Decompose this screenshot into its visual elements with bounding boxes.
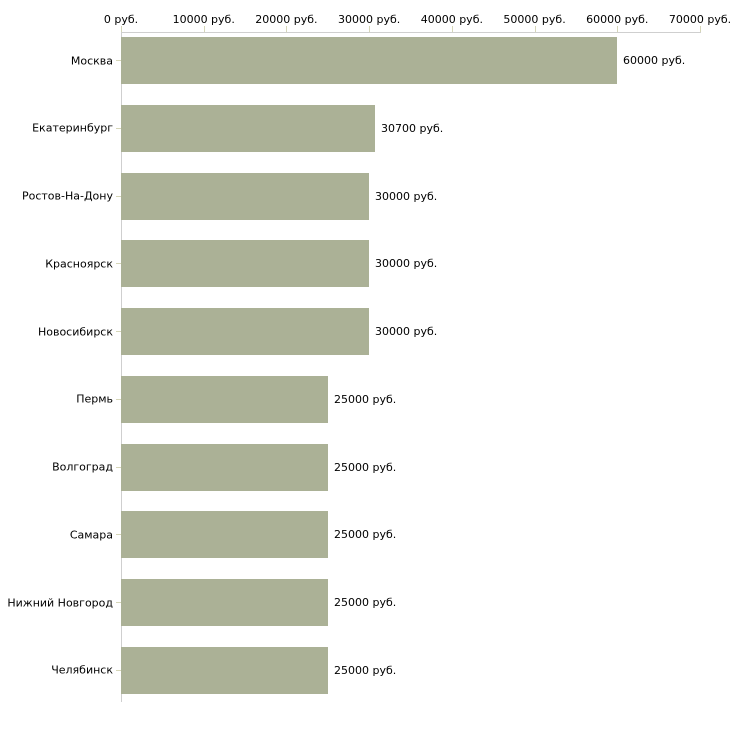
bar-row: Нижний Новгород 25000 руб. (0, 575, 730, 643)
category-tick (116, 127, 121, 129)
category-label: Нижний Новгород (7, 596, 113, 609)
bar (121, 308, 369, 355)
value-label: 25000 руб. (334, 596, 397, 609)
value-label: 25000 руб. (334, 663, 397, 677)
category-tick (116, 60, 121, 61)
bar-row: Волгоград 25000 руб. (0, 440, 730, 508)
bar-group: 30000 руб. (121, 240, 438, 288)
x-axis-line (121, 32, 701, 33)
y-axis-line (121, 32, 122, 702)
bar-group: 25000 руб. (121, 375, 397, 423)
value-label: 60000 руб. (623, 54, 686, 67)
category-tick (116, 602, 121, 603)
bar (121, 172, 369, 220)
bar-group: 25000 руб. (121, 511, 397, 559)
category-tick (116, 195, 121, 197)
category-tick (116, 466, 121, 468)
bar-row: Новосибирск 30000 руб. (0, 304, 730, 372)
bar-group: 25000 руб. (121, 579, 396, 626)
bar (121, 375, 328, 423)
bar-group: 60000 руб. (121, 37, 685, 84)
x-axis-tick-label: 60000 руб. (586, 13, 649, 26)
bar-row: Челябинск 25000 руб. (0, 643, 730, 711)
category-label: Красноярск (45, 257, 113, 271)
x-axis-tick (452, 26, 453, 33)
bar-row: Екатеринбург 30700 руб. (0, 101, 730, 169)
x-axis-tick (204, 26, 205, 33)
bar (121, 104, 375, 152)
value-label: 25000 руб. (334, 460, 397, 474)
x-axis-tick-label: 20000 руб. (255, 13, 318, 26)
bar-row: Москва 60000 руб. (0, 33, 730, 101)
bar-group: 30000 руб. (121, 172, 438, 220)
category-label: Челябинск (51, 663, 113, 677)
bar (121, 646, 328, 694)
x-axis-tick (286, 26, 287, 33)
x-axis-tick (369, 26, 370, 33)
x-axis-tick-label: 70000 руб. (668, 13, 730, 26)
category-label: Екатеринбург (32, 121, 113, 135)
x-axis-tick (617, 26, 618, 33)
category-label: Волгоград (52, 460, 113, 474)
value-label: 25000 руб. (334, 528, 397, 542)
x-axis-tick (700, 26, 701, 33)
bar (121, 443, 328, 491)
category-tick (116, 263, 121, 265)
category-tick (116, 331, 121, 332)
value-label: 30700 руб. (381, 121, 444, 135)
value-label: 30000 руб. (375, 189, 438, 203)
category-tick (116, 669, 121, 671)
bar-row: Ростов-На-Дону 30000 руб. (0, 169, 730, 237)
category-tick (116, 398, 121, 400)
x-axis-tick-label: 50000 руб. (503, 13, 566, 26)
category-label: Самара (69, 528, 113, 542)
bar (121, 240, 369, 288)
bar (121, 511, 328, 559)
category-label: Ростов-На-Дону (21, 189, 113, 203)
x-axis-tick-label: 40000 руб. (420, 13, 483, 26)
bar-group: 30700 руб. (121, 104, 444, 152)
bar-rows: Москва 60000 руб. Екатеринбург 30700 руб… (0, 33, 730, 711)
category-tick (116, 534, 121, 536)
bar-group: 30000 руб. (121, 308, 437, 355)
category-label: Новосибирск (37, 325, 113, 338)
category-label: Москва (70, 54, 113, 67)
x-axis-tick-label: 0 руб. (103, 13, 139, 26)
x-axis-tick-label: 10000 руб. (172, 13, 235, 26)
value-label: 30000 руб. (375, 257, 438, 271)
bar-row: Пермь 25000 руб. (0, 372, 730, 440)
bar (121, 579, 328, 626)
bar-row: Красноярск 30000 руб. (0, 236, 730, 304)
x-axis-tick (121, 26, 122, 33)
bar-group: 25000 руб. (121, 443, 397, 491)
bar-group: 25000 руб. (121, 646, 397, 694)
bar-row: Самара 25000 руб. (0, 507, 730, 575)
x-axis-tick (535, 26, 536, 33)
value-label: 30000 руб. (375, 325, 438, 338)
category-label: Пермь (76, 392, 113, 406)
x-axis-tick-label: 30000 руб. (338, 13, 401, 26)
bar (121, 37, 617, 84)
value-label: 25000 руб. (334, 392, 397, 406)
